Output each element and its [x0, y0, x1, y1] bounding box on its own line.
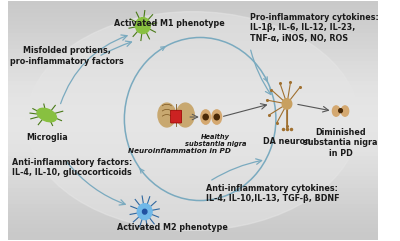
Bar — [8, 88, 378, 93]
Circle shape — [137, 204, 152, 220]
Bar — [8, 164, 378, 168]
Text: Neuroinflammation in PD: Neuroinflammation in PD — [128, 148, 231, 154]
Bar — [8, 45, 378, 49]
Bar — [8, 25, 378, 29]
Bar — [8, 148, 378, 153]
Text: DA neuron: DA neuron — [263, 137, 311, 146]
Bar — [8, 236, 378, 240]
Ellipse shape — [176, 103, 194, 127]
Bar — [8, 220, 378, 224]
Bar — [8, 144, 378, 148]
Bar — [8, 188, 378, 192]
Ellipse shape — [212, 110, 222, 124]
FancyBboxPatch shape — [170, 110, 182, 123]
Text: Pro-inflammatory cytokines:
IL-1β, IL-6, IL-12, IL-23,
TNF-α, iNOS, NO, ROS: Pro-inflammatory cytokines: IL-1β, IL-6,… — [250, 13, 379, 43]
Bar — [8, 212, 378, 216]
Circle shape — [214, 114, 219, 120]
Bar — [8, 204, 378, 208]
Circle shape — [203, 114, 208, 120]
Bar — [8, 196, 378, 200]
Bar — [8, 181, 378, 184]
Bar — [8, 60, 378, 65]
Text: Misfolded protiens,
pro-inflammatory factors: Misfolded protiens, pro-inflammatory fac… — [10, 46, 124, 66]
Bar — [8, 77, 378, 80]
Bar — [8, 5, 378, 9]
Ellipse shape — [341, 106, 349, 116]
Bar — [8, 200, 378, 204]
Bar — [8, 120, 378, 125]
Bar — [8, 13, 378, 17]
Bar — [8, 228, 378, 232]
Bar — [8, 105, 378, 108]
Ellipse shape — [201, 110, 210, 124]
Ellipse shape — [26, 12, 359, 230]
Bar — [8, 172, 378, 176]
Bar — [8, 37, 378, 41]
Bar — [8, 176, 378, 181]
Bar — [8, 69, 378, 73]
Bar — [8, 184, 378, 188]
Ellipse shape — [37, 108, 56, 122]
Bar — [8, 65, 378, 69]
Bar — [8, 156, 378, 161]
Bar — [8, 17, 378, 21]
Bar — [8, 192, 378, 196]
Bar — [8, 161, 378, 164]
Circle shape — [142, 209, 147, 214]
Bar — [8, 85, 378, 88]
Text: Anti-inflammatory factors:
IL-4, IL-10, glucocorticoids: Anti-inflammatory factors: IL-4, IL-10, … — [12, 158, 133, 177]
Bar — [8, 108, 378, 113]
Bar — [8, 33, 378, 37]
Bar — [8, 97, 378, 100]
Circle shape — [339, 109, 342, 113]
Text: Microglia: Microglia — [26, 133, 68, 142]
Bar — [8, 216, 378, 220]
Bar — [8, 133, 378, 136]
Bar — [8, 29, 378, 33]
Bar — [8, 93, 378, 97]
Text: Diminished
substantia nigra
in PD: Diminished substantia nigra in PD — [303, 128, 378, 158]
Bar — [8, 80, 378, 85]
Bar — [8, 116, 378, 120]
Bar — [8, 113, 378, 116]
Text: Activated M1 phenotype: Activated M1 phenotype — [114, 19, 225, 28]
Bar — [8, 57, 378, 60]
Bar — [8, 73, 378, 77]
Bar — [8, 125, 378, 128]
Bar — [8, 141, 378, 144]
Bar — [8, 208, 378, 212]
Bar — [8, 100, 378, 105]
Bar — [8, 9, 378, 13]
Bar — [8, 232, 378, 236]
Circle shape — [282, 99, 292, 109]
Ellipse shape — [158, 103, 176, 127]
Bar — [8, 1, 378, 5]
Text: Anti-inflammatory cytokines:
IL-4, IL-10,IL-13, TGF-β, BDNF: Anti-inflammatory cytokines: IL-4, IL-10… — [206, 184, 339, 203]
Bar — [8, 21, 378, 25]
Bar — [8, 49, 378, 53]
Text: Healthy
substantia nigra: Healthy substantia nigra — [185, 134, 246, 147]
Bar — [8, 136, 378, 141]
Bar — [8, 41, 378, 45]
Bar — [8, 53, 378, 57]
Text: Activated M2 phenotype: Activated M2 phenotype — [117, 223, 228, 232]
Circle shape — [136, 18, 150, 33]
Ellipse shape — [332, 106, 340, 116]
Bar — [8, 224, 378, 228]
Bar — [8, 153, 378, 156]
Bar — [8, 168, 378, 172]
Bar — [8, 128, 378, 133]
